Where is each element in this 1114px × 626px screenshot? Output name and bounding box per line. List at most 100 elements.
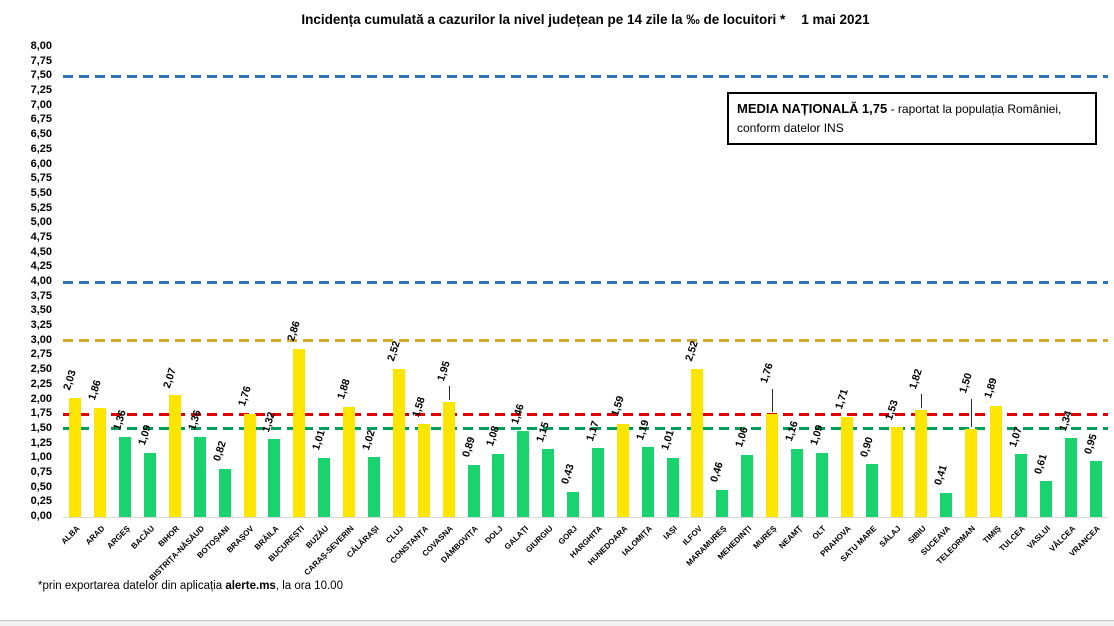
y-tick-label: 3,50 [30,304,52,317]
bar-group: 1,71 [833,47,859,517]
y-tick-label: 4,00 [30,275,52,287]
y-tick-label: 6,00 [30,157,52,170]
y-tick-label: 8,00 [30,40,52,52]
y-tick-label: 4,50 [30,245,52,258]
y-tick-label: 3,25 [30,319,52,332]
bar-group: 1,16 [783,47,810,517]
county-label: SIBIU [906,524,928,546]
bar-group: 1,32 [261,47,287,517]
label-leader-line [971,398,973,427]
reference-line-1-50 [63,427,1108,431]
y-tick-label: 5,25 [30,201,52,214]
bar [492,453,505,517]
bar [542,449,555,517]
bar-group: 1,88 [335,47,362,517]
bar-group: 1,53 [883,47,909,517]
bar [1089,461,1102,517]
footnote-app-name: alerte.ms [225,580,276,592]
bar [293,348,306,517]
bar-group: 0,43 [559,47,586,517]
bar-value-label: 1,19 [633,418,652,442]
label-leader-line [921,394,923,409]
bar [368,457,380,517]
y-tick-label: 2,00 [30,392,52,405]
label-leader-line [772,388,774,412]
bar-value-label: 1,89 [982,376,1000,401]
bar-group: 1,09 [808,47,834,517]
bar-value-label: 1,58 [409,395,428,419]
chart-title: Incidența cumulată a cazurilor la nivel … [301,12,786,27]
national-average-text-2: conform datelor INS [737,120,844,135]
y-tick-label: 1,00 [30,451,52,464]
bar-group: 0,41 [932,47,959,517]
y-tick-label: 1,50 [30,421,52,434]
bar [766,413,779,517]
bar-group: 1,86 [86,47,113,517]
y-tick-label: 2,25 [30,377,52,390]
window-bottom-edge [0,620,1114,626]
y-tick-label: 7,50 [30,69,52,82]
bar-value-label: 1,88 [335,377,353,401]
y-tick-label: 0,75 [30,465,52,478]
bar-value-label: 1,50 [957,371,975,396]
bar-value-label: 0,89 [459,435,478,459]
y-tick-label: 0,00 [30,510,52,522]
county-label: IAȘI [661,524,679,542]
bar-group: 2,03 [61,47,88,517]
bar-value-label: 1,15 [534,420,552,444]
county-label: NEAMȚ [776,524,804,551]
bar-value-label: 0,95 [1081,432,1100,456]
bar-value-label: 0,46 [708,460,727,485]
bar-group: 0,90 [858,47,884,517]
county-label: GORJ [557,524,580,547]
y-tick-label: 1,75 [30,407,52,420]
footnote: *prin exportarea datelor din aplicația a… [38,580,343,592]
bar-value-label: 1,16 [783,419,801,444]
bar-group: 1,36 [111,47,138,517]
bar [965,428,978,517]
bar [243,413,256,517]
bar-value-label: 1,36 [111,408,129,432]
county-label: OLT [810,524,829,542]
bar-value-label: 0,41 [932,463,951,488]
national-average-text-1: - raportat la populația României, [890,102,1062,116]
bar-group: 2,52 [684,47,710,517]
bar [417,424,430,517]
bar-group: 1,89 [982,47,1009,517]
bar-group: 0,82 [210,47,237,517]
bar-value-label: 2,03 [61,368,80,392]
y-axis: 8,00 7,75 7,50 7,25 7,00 6,75 6,50 6,25 6,00 5,75… [0,40,56,522]
bar-value-label: 1,17 [584,419,602,443]
bar-group: 1,50 [957,47,984,517]
y-tick-label: 6,25 [30,142,52,155]
bar-value-label: 0,82 [210,439,229,463]
bar-group: 1,15 [534,47,561,517]
bar-group: 0,95 [1081,47,1108,517]
bar [741,454,754,517]
bar-group: 1,17 [584,47,611,517]
bar-value-label: 1,09 [136,423,154,448]
y-tick-label: 0,25 [30,495,52,508]
county-label: TULCEA [997,524,1028,554]
bar [94,407,107,517]
bar [442,402,455,517]
bar-group: 1,82 [907,47,934,517]
y-tick-label: 5,75 [30,172,52,185]
label-leader-line [448,386,450,401]
y-tick-label: 0,50 [30,480,52,493]
national-average-label: MEDIA NAȚIONALĂ [737,101,859,116]
bar-group: 1,36 [186,47,212,517]
bar-value-label: 0,43 [559,462,577,486]
bar [1014,454,1027,517]
bar [915,410,928,517]
bar-value-label: 1,02 [360,428,378,452]
bar-value-label: 0,61 [1031,452,1050,476]
reference-line-3-00 [63,339,1108,343]
bar-group: 1,02 [360,47,387,517]
reference-line-1-75 [63,412,1108,416]
county-label: MUREȘ [751,524,779,551]
bar-value-label: 2,52 [384,339,403,364]
plot-area: 2,03 1,86 1,36 1,09 2,07 1,36 0,82 1,76 1,32 2,86… [61,47,1108,518]
bar-value-label: 1,82 [907,367,926,391]
